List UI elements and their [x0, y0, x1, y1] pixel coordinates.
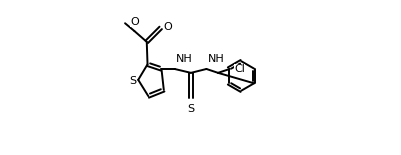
- Text: O: O: [130, 17, 138, 27]
- Text: NH: NH: [207, 53, 224, 64]
- Text: Cl: Cl: [233, 64, 244, 74]
- Text: S: S: [129, 76, 136, 86]
- Text: NH: NH: [176, 53, 192, 64]
- Text: S: S: [187, 104, 194, 114]
- Text: O: O: [163, 22, 172, 32]
